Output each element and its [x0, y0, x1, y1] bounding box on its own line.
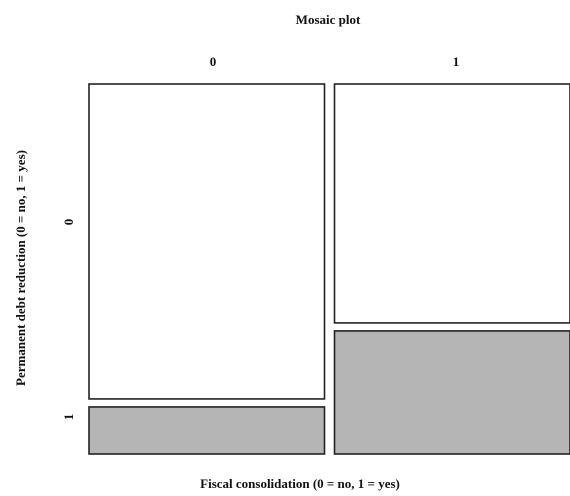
mosaic-tiles [88, 83, 570, 455]
chart-title: Mosaic plot [296, 12, 361, 27]
y-axis-label: Permanent debt reduction (0 = no, 1 = ye… [13, 150, 28, 386]
mosaic-tile-x1-y1 [333, 330, 570, 455]
x-tick-label-0: 0 [210, 54, 217, 69]
x-tick-label-1: 1 [453, 54, 460, 69]
y-tick-label-1: 1 [61, 414, 76, 421]
mosaic-tile-x0-y1 [88, 406, 326, 455]
mosaic-tile-x0-y0 [88, 83, 326, 400]
mosaic-tile-x1-y0 [333, 83, 570, 324]
x-axis-label: Fiscal consolidation (0 = no, 1 = yes) [200, 476, 400, 491]
y-tick-label-0: 0 [61, 219, 76, 226]
